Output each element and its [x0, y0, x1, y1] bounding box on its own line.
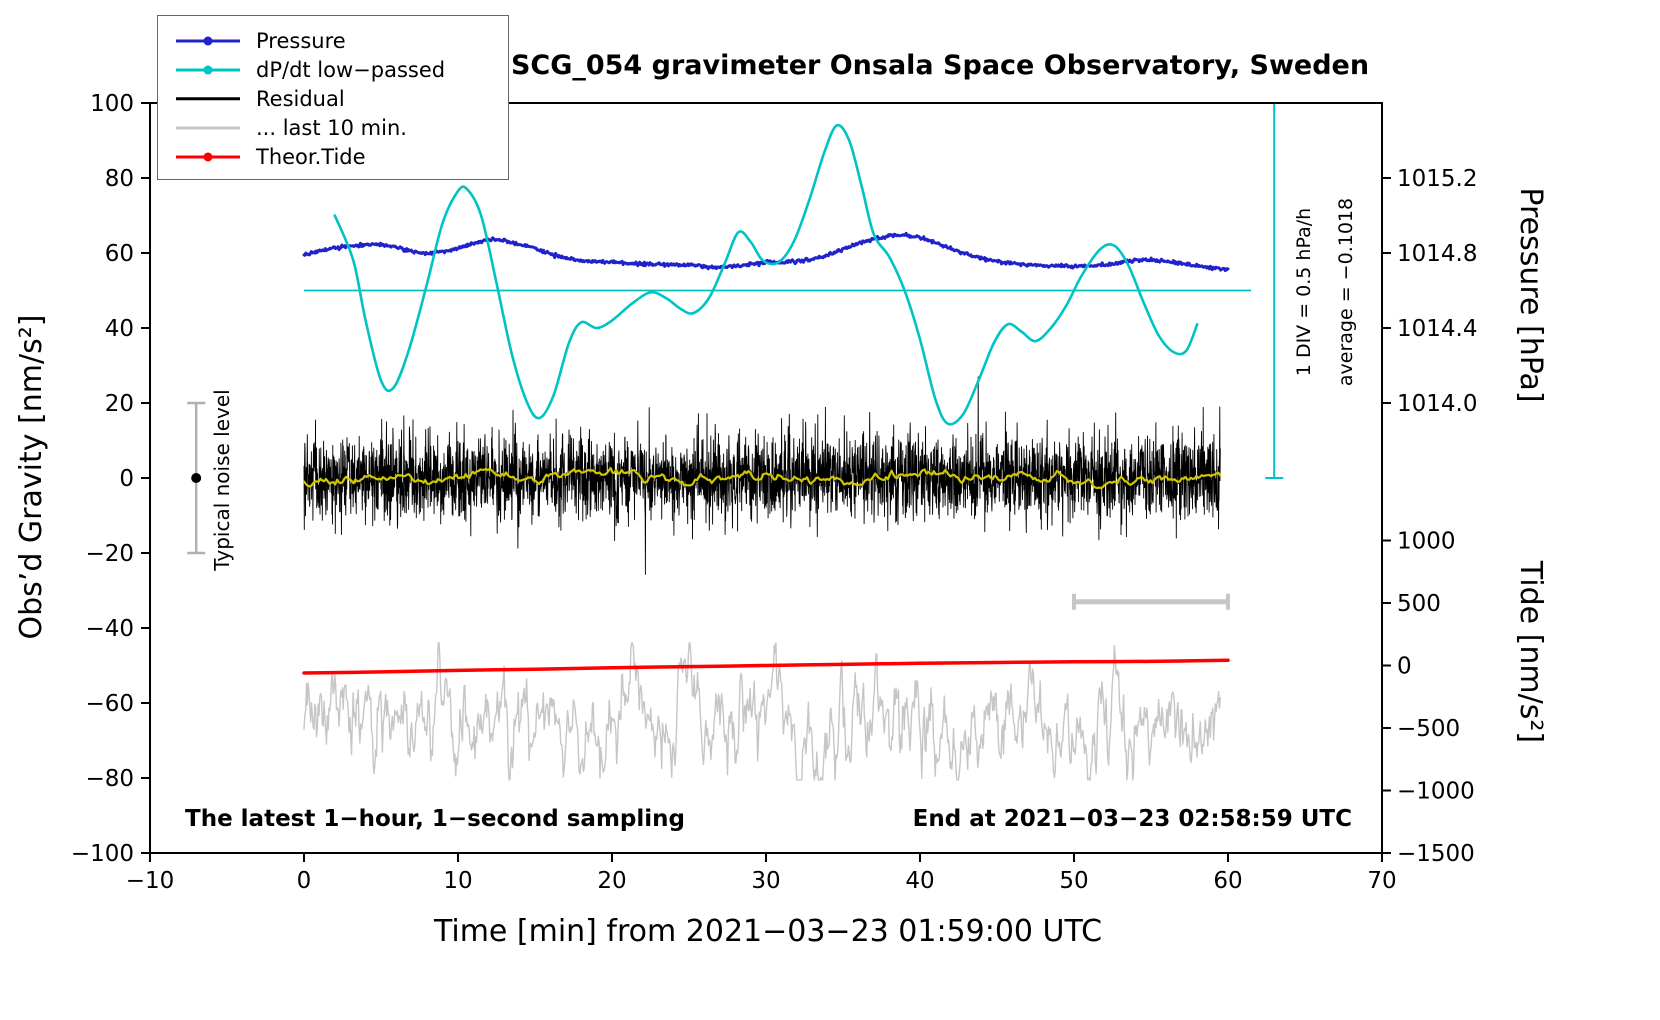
svg-text:50: 50 — [1059, 868, 1088, 894]
legend-label: dP/dt low−passed — [256, 57, 446, 82]
svg-text:20: 20 — [105, 391, 134, 417]
legend-item-dpdt: dP/dt low−passed — [158, 55, 508, 84]
legend-item-pressure: Pressure — [158, 26, 508, 55]
average-label: average = −0.1018 — [1335, 197, 1357, 387]
legend-label: Pressure — [256, 28, 346, 53]
pressure-line-swatch-icon — [176, 35, 240, 47]
legend-label: Residual — [256, 86, 345, 111]
svg-text:1000: 1000 — [1397, 529, 1456, 555]
sampling-note: The latest 1−hour, 1−second sampling — [185, 806, 685, 832]
svg-text:20: 20 — [597, 868, 626, 894]
svg-text:−20: −20 — [85, 541, 134, 567]
svg-text:1014.8: 1014.8 — [1397, 241, 1477, 267]
legend-item-theor-tide: Theor.Tide — [158, 142, 508, 171]
svg-text:60: 60 — [1213, 868, 1242, 894]
legend-item-last10: ... last 10 min. — [158, 113, 508, 142]
svg-text:40: 40 — [105, 316, 134, 342]
svg-text:500: 500 — [1397, 591, 1441, 617]
svg-text:1014.0: 1014.0 — [1397, 391, 1477, 417]
legend-item-residual: Residual — [158, 84, 508, 113]
div-scale-label: 1 DIV = 0.5 hPa/h — [1293, 207, 1315, 377]
last10-line-swatch-icon — [176, 122, 240, 134]
svg-text:−80: −80 — [85, 766, 134, 792]
end-time-note: End at 2021−03−23 02:58:59 UTC — [912, 806, 1352, 832]
svg-text:60: 60 — [105, 241, 134, 267]
tide-line-swatch-icon — [176, 151, 240, 163]
svg-text:−1000: −1000 — [1397, 778, 1475, 804]
legend: Pressure dP/dt low−passed Residual ... l… — [157, 15, 509, 180]
svg-text:70: 70 — [1367, 868, 1396, 894]
svg-text:1014.4: 1014.4 — [1397, 316, 1477, 342]
svg-text:1015.2: 1015.2 — [1397, 166, 1477, 192]
svg-text:0: 0 — [1397, 654, 1412, 680]
legend-label: Theor.Tide — [256, 144, 366, 169]
chart-title: SCG_054 gravimeter Onsala Space Observat… — [510, 50, 1370, 81]
svg-text:0: 0 — [297, 868, 312, 894]
svg-text:−60: −60 — [85, 691, 134, 717]
svg-text:80: 80 — [105, 166, 134, 192]
svg-text:40: 40 — [905, 868, 934, 894]
svg-text:0: 0 — [119, 466, 134, 492]
y-axis-title-left: Obs’d Gravity [nm/s²] — [14, 314, 49, 640]
legend-label: ... last 10 min. — [256, 115, 407, 140]
svg-text:30: 30 — [751, 868, 780, 894]
y-axis-title-pressure: Pressure [hPa] — [1513, 187, 1548, 403]
typical-noise-level-label: Typical noise level — [210, 389, 234, 571]
svg-text:10: 10 — [443, 868, 472, 894]
svg-text:−100: −100 — [71, 841, 134, 867]
svg-text:−500: −500 — [1397, 716, 1460, 742]
svg-text:−1500: −1500 — [1397, 841, 1475, 867]
residual-line-swatch-icon — [176, 93, 240, 105]
svg-text:−10: −10 — [126, 868, 175, 894]
svg-text:100: 100 — [90, 91, 134, 117]
dpdt-line-swatch-icon — [176, 64, 240, 76]
y-axis-title-tide: Tide [nm/s²] — [1513, 560, 1548, 744]
x-axis-title: Time [min] from 2021−03−23 01:59:00 UTC — [433, 914, 1103, 949]
svg-text:−40: −40 — [85, 616, 134, 642]
